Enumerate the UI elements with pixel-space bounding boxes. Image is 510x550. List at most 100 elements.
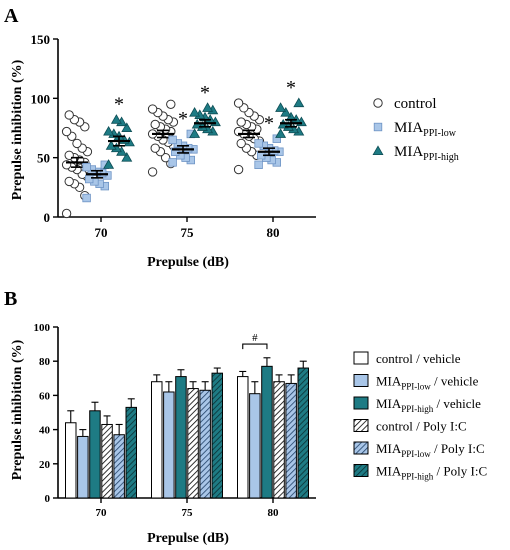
panel-a-point-mia-ppi-high <box>189 128 201 138</box>
panel-b-bar <box>237 376 249 499</box>
panel-a-point-control <box>147 104 158 114</box>
panel-a-label: A <box>4 5 19 27</box>
legend-b-label: MIAPPI-low / Poly I:C <box>376 441 485 459</box>
legend-b-swatch <box>353 441 369 455</box>
panel-a-point-control <box>150 119 160 130</box>
legend-a-marker-mia-ppi-high <box>372 145 384 155</box>
panel-b-y-tick-label: 60 <box>39 390 51 402</box>
panel-a-point-mia-ppi-low <box>168 158 177 167</box>
panel-a-y-tick-label: 150 <box>31 32 51 47</box>
legend-b-swatch <box>353 464 369 477</box>
panel-b-x-tick-label: 70 <box>96 507 108 519</box>
panel-a-point-control <box>147 167 158 177</box>
panel-a-point-mia-ppi-high <box>110 114 122 124</box>
panel-b-bar <box>211 372 223 499</box>
panel-b-bar <box>273 381 285 499</box>
panel-a-significance-star: * <box>264 113 274 135</box>
legend-a-label: MIAPPI-high​ <box>394 144 459 163</box>
panel-b-bar <box>285 382 297 499</box>
legend-b-label: control / vehicle <box>376 351 461 366</box>
panel-a-point-mia-ppi-low <box>254 160 263 169</box>
panel-a-y-axis-label: Prepulse inhibition (%) <box>10 59 25 200</box>
panel-b-bar <box>163 391 175 499</box>
panel-a-point-control <box>233 98 244 108</box>
legend-b-swatch <box>353 419 369 432</box>
panel-b-y-tick-label: 40 <box>39 425 51 437</box>
panel-b-significance-bracket <box>242 343 268 350</box>
panel-b-bar <box>113 434 125 499</box>
legend-b-label: MIAPPI-low / vehicle <box>376 374 479 392</box>
panel-b-bar <box>151 381 163 499</box>
panel-b-label: B <box>4 288 17 310</box>
panel-b-y-tick-label: 20 <box>39 459 51 471</box>
panel-a-point-mia-ppi-high <box>103 159 115 169</box>
panel-a-y-tick-label: 0 <box>44 210 51 225</box>
panel-b-y-tick-label: 80 <box>39 356 51 368</box>
panel-a-point-control <box>236 117 246 127</box>
panel-a-point-mia-ppi-high <box>202 102 214 112</box>
panel-a-point-mia-ppi-low <box>168 135 177 145</box>
panel-a-significance-star: * <box>286 77 296 99</box>
panel-b-bar <box>297 367 309 499</box>
panel-b-bar <box>65 422 77 499</box>
legend-a-marker-control <box>373 98 383 108</box>
panel-b-bar <box>89 410 101 499</box>
legend-b-swatch <box>353 374 369 387</box>
panel-a-point-mia-ppi-low <box>82 193 91 203</box>
panel-a-point-control <box>160 152 171 163</box>
panel-b-y-tick-label: 0 <box>45 493 51 505</box>
legend-b-label: MIAPPI-high / vehicle <box>376 396 481 414</box>
panel-b-x-tick-label: 75 <box>182 507 194 519</box>
panel-a-point-control <box>233 164 244 175</box>
panel-a-point-mia-ppi-high <box>189 106 201 117</box>
panel-b-bar <box>261 365 273 499</box>
panel-a-point-control <box>61 208 72 219</box>
legend-b-swatch <box>353 396 369 410</box>
panel-a-x-tick-label: 80 <box>267 225 280 240</box>
panel-b-bar <box>187 388 199 499</box>
panel-a-x-tick-label: 70 <box>95 225 108 240</box>
panel-a-x-tick-label: 75 <box>181 225 195 240</box>
panel-b-significance-annotation: # <box>252 332 258 344</box>
panel-a-point-mia-ppi-high <box>293 97 305 108</box>
panel-a-point-mia-ppi-high <box>280 106 292 117</box>
panel-a-point-control <box>72 138 82 149</box>
panel-b-y-axis-label: Prepulse inhibition (%) <box>10 339 25 480</box>
panel-a-point-control <box>166 99 176 109</box>
legend-b-label: MIAPPI-high / Poly I:C <box>376 464 487 482</box>
panel-b-bar <box>101 423 113 499</box>
panel-a-significance-star: * <box>200 82 210 104</box>
panel-a-point-control <box>64 110 74 120</box>
panel-a-point-mia-ppi-low <box>170 147 180 156</box>
panel-a-plot: 0 50 100 150 70 75 80 * * * * * control MIAPPI-low​ MI… <box>31 32 459 240</box>
panel-b-bar <box>77 435 89 499</box>
legend-b-label: control / Poly I:C <box>376 419 467 434</box>
panel-a-significance-star: * <box>114 94 124 116</box>
panel-a-y-tick-label: 100 <box>31 91 51 106</box>
panel-b-bar <box>125 406 137 499</box>
panel-a-point-mia-ppi-low <box>82 162 91 172</box>
panel-a-point-mia-ppi-low <box>85 174 94 184</box>
panel-a-point-mia-ppi-high <box>275 128 287 138</box>
panel-a-point-control <box>61 126 72 137</box>
panel-b-bar <box>249 393 261 499</box>
panel-a-point-mia-ppi-low <box>254 139 263 148</box>
panel-a-point-control <box>150 143 160 153</box>
panel-b-x-tick-label: 80 <box>268 507 280 519</box>
legend-a-label: control <box>394 96 437 112</box>
panel-a-point-mia-ppi-high <box>121 122 133 132</box>
panel-a-point-mia-ppi-high <box>275 102 287 112</box>
panel-a-x-axis-label: Prepulse (dB) <box>147 255 229 270</box>
panel-a-point-mia-ppi-low <box>272 134 281 143</box>
legend-a-label: MIAPPI-low​ <box>394 120 457 139</box>
panel-a-significance-star: * <box>178 108 188 130</box>
panel-b-x-axis-label: Prepulse (dB) <box>147 531 229 546</box>
panel-a-y-tick-label: 50 <box>37 151 50 166</box>
panel-a-point-mia-ppi-high <box>103 125 115 136</box>
panel-a-point-control <box>236 138 246 149</box>
legend-a-marker-mia-ppi-low <box>373 122 383 132</box>
panel-a-point-mia-ppi-high <box>121 152 133 162</box>
panel-b-y-tick-label: 100 <box>34 322 51 334</box>
legend-b-swatch <box>353 351 369 365</box>
